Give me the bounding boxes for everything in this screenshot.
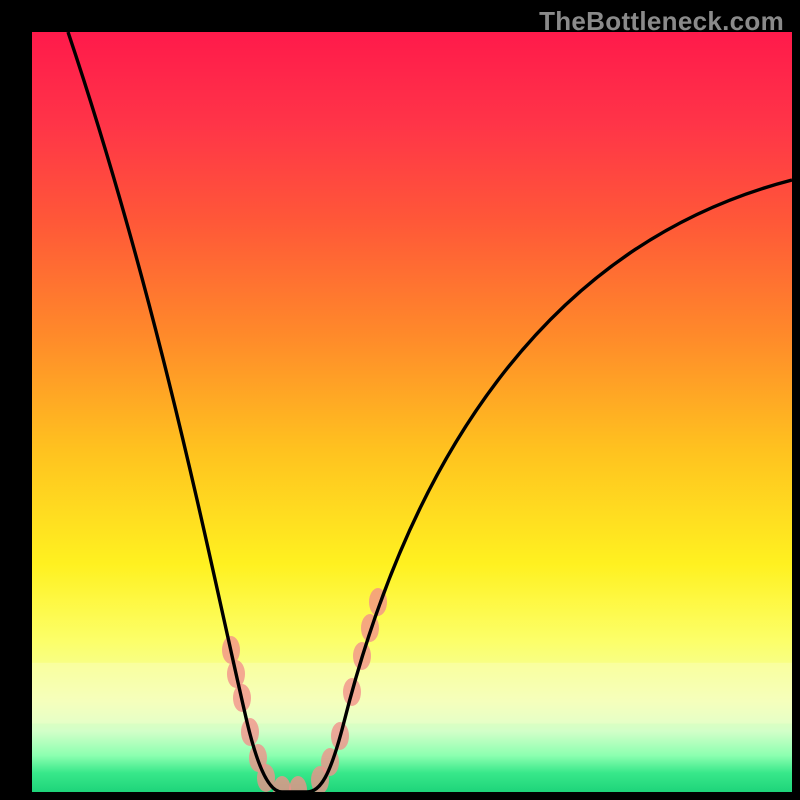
watermark-label: TheBottleneck.com: [539, 6, 784, 37]
highlight-band: [32, 663, 792, 724]
chart-stage: TheBottleneck.com: [0, 0, 800, 800]
bottleneck-curve-chart: [32, 32, 792, 792]
